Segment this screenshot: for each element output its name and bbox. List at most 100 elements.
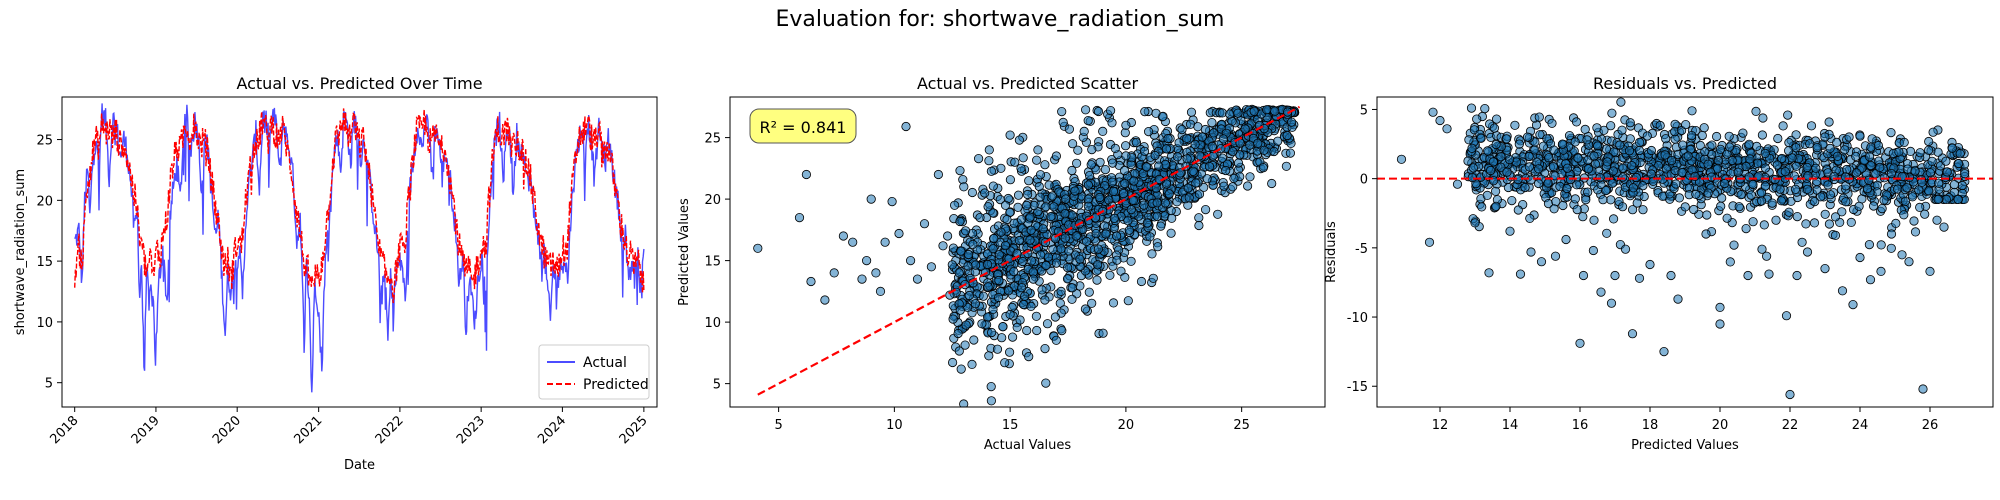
scatter-point <box>806 276 816 287</box>
residual-point <box>1689 204 1699 215</box>
scatter-point <box>1080 304 1091 314</box>
scatter-point <box>1056 244 1066 254</box>
scatter-point <box>1112 231 1122 241</box>
residual-point <box>1477 202 1487 212</box>
residual-point <box>1734 202 1744 212</box>
residual-point <box>1588 245 1599 256</box>
residual-point <box>1524 162 1535 172</box>
residual-point <box>1634 273 1645 283</box>
residual-point <box>1745 154 1755 164</box>
residual-point <box>1790 184 1801 194</box>
residual-point <box>1841 172 1851 182</box>
residual-point <box>1452 179 1463 189</box>
residual-point <box>1830 230 1841 240</box>
residual-point <box>1792 270 1802 281</box>
scatter-point <box>1000 358 1010 368</box>
scatter-point <box>1184 193 1194 203</box>
scatter-point <box>1014 235 1025 246</box>
residual-point <box>1792 212 1802 222</box>
scatter-point <box>1219 181 1229 191</box>
residual-point <box>1707 140 1717 150</box>
residual-point <box>1547 118 1557 128</box>
residual-point <box>1700 147 1710 157</box>
residual-point <box>1727 155 1737 166</box>
scatter-point <box>1194 213 1204 223</box>
residual-point <box>1592 123 1602 133</box>
y-tick-label: 10 <box>704 316 721 331</box>
residual-point <box>1610 270 1620 281</box>
residual-point <box>1463 156 1473 166</box>
scatter-point <box>1100 165 1111 175</box>
scatter-point <box>1145 232 1155 242</box>
scatter-point <box>975 213 985 223</box>
residual-point <box>1810 197 1820 207</box>
residual-point <box>1762 251 1772 261</box>
x-tick-label: 2024 <box>535 413 569 447</box>
residual-point <box>1659 346 1669 357</box>
scatter-point <box>1131 138 1142 148</box>
scatter-point <box>1183 183 1193 193</box>
residual-point <box>1954 158 1964 169</box>
scatter-point <box>983 202 993 212</box>
scatter-point <box>953 328 963 339</box>
scatter-point <box>1005 130 1015 140</box>
residual-point <box>1615 140 1625 150</box>
scatter-point <box>986 381 996 392</box>
residual-point <box>1536 257 1547 267</box>
residual-point <box>1802 184 1813 194</box>
y-tick-label: 5 <box>1360 103 1368 118</box>
residual-point <box>1535 130 1545 140</box>
scatter-point <box>988 181 998 191</box>
scatter-point <box>996 227 1006 237</box>
residual-point <box>1907 192 1918 202</box>
residual-point <box>1627 329 1638 339</box>
x-tick-label: 16 <box>1572 418 1589 433</box>
residual-point <box>1748 179 1758 190</box>
scatter-point <box>1240 124 1250 134</box>
residual-point <box>1580 124 1590 134</box>
scatter-point <box>1202 174 1212 184</box>
scatter-point <box>970 260 981 270</box>
residual-point <box>1468 163 1478 173</box>
y-axis-label: shortwave_radiation_sum <box>13 169 28 335</box>
scatter-point <box>1107 118 1117 128</box>
residual-point <box>1544 153 1554 163</box>
scatter-point <box>1188 166 1198 176</box>
residual-point <box>1507 196 1517 206</box>
residual-point <box>1851 168 1862 178</box>
scatter-point <box>1285 148 1296 158</box>
residual-point <box>1608 166 1618 176</box>
scatter-point <box>1126 256 1136 266</box>
residual-point <box>1894 147 1904 157</box>
scatter-point <box>1147 249 1157 259</box>
residual-point <box>1491 186 1501 196</box>
scatter-point <box>1027 256 1037 266</box>
residual-point <box>1602 157 1612 167</box>
residual-point <box>1764 269 1774 279</box>
residual-point <box>1725 142 1735 152</box>
scatter-point <box>1067 165 1077 176</box>
scatter-point <box>1233 158 1244 168</box>
residual-point <box>1775 184 1785 194</box>
residual-point <box>1924 186 1934 196</box>
scatter-point <box>1058 117 1068 128</box>
scatter-point <box>1270 106 1280 116</box>
scatter-point <box>1051 151 1062 161</box>
residual-point <box>1562 163 1573 173</box>
scatter-point <box>1243 181 1253 191</box>
residual-point <box>1791 130 1801 140</box>
residual-point <box>1713 156 1724 166</box>
plot-area <box>74 103 645 393</box>
residual-point <box>1772 160 1782 170</box>
scatter-point <box>1022 325 1032 336</box>
residual-point <box>1673 294 1683 304</box>
y-tick-label: 15 <box>36 255 53 270</box>
residual-point <box>1802 162 1812 172</box>
residual-point <box>1947 143 1957 153</box>
residual-point <box>1464 135 1474 145</box>
residual-point <box>1743 270 1753 281</box>
residual-point <box>1616 97 1626 107</box>
residual-point <box>1816 192 1826 202</box>
residual-point <box>1702 210 1712 220</box>
residual-point <box>1797 237 1807 247</box>
